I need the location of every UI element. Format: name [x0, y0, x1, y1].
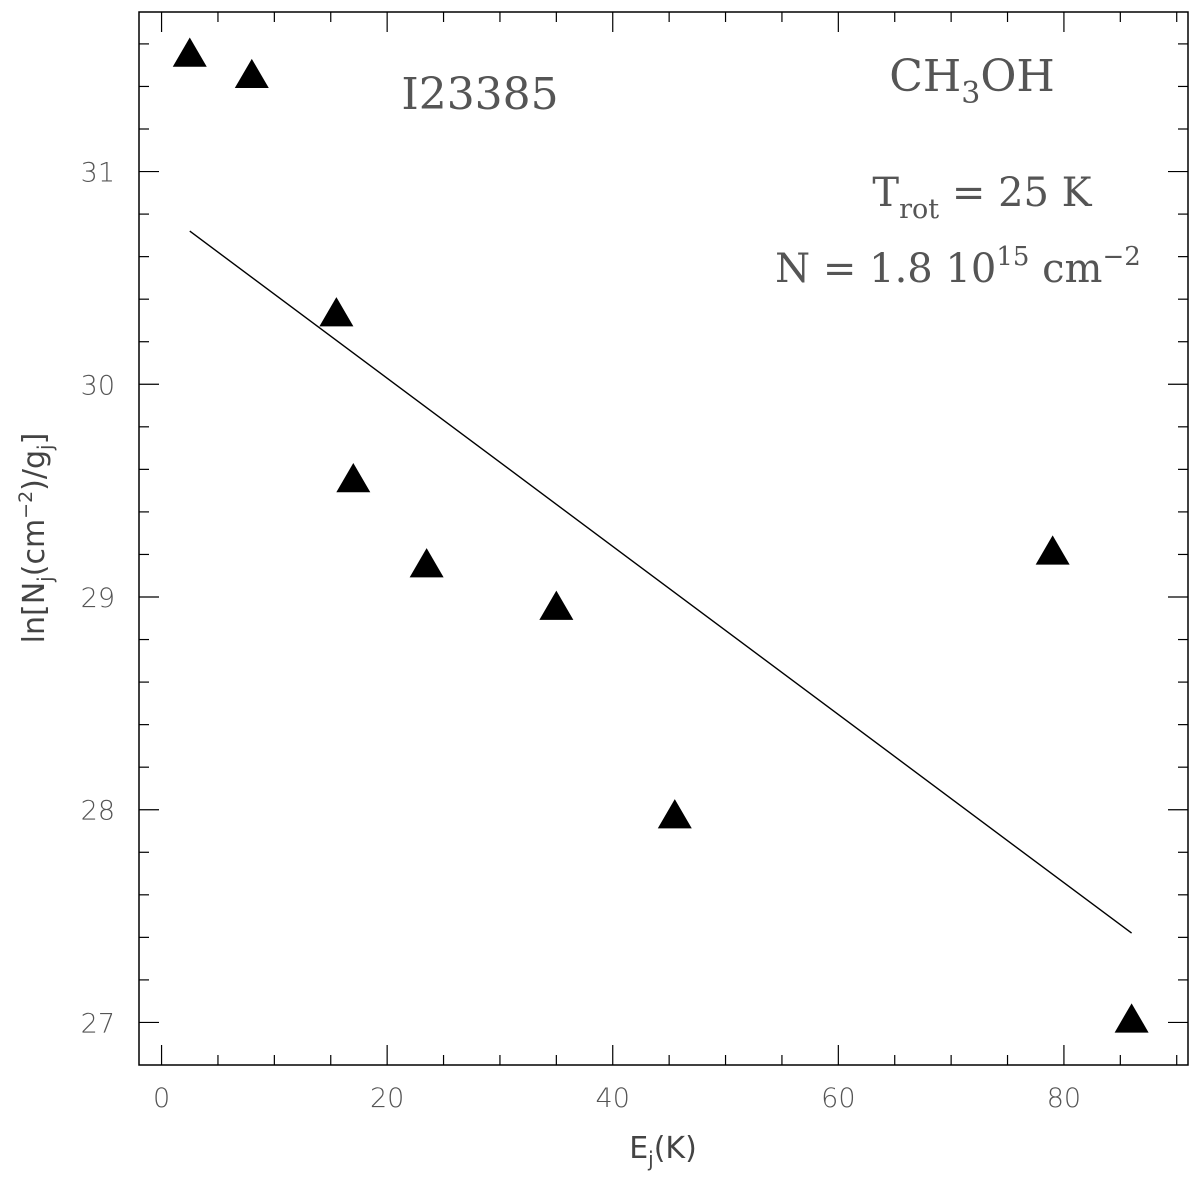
- x-tick-label: 20: [370, 1083, 404, 1114]
- data-point-triangle: [336, 463, 371, 493]
- source-name-label: I23385: [401, 69, 558, 120]
- x-tick-label: 0: [153, 1083, 170, 1114]
- y-tick-label: 29: [81, 583, 115, 614]
- y-tick-label: 28: [81, 796, 115, 827]
- y-tick-label: 31: [81, 158, 115, 189]
- y-axis-label: ln[Nj(cm−2)/gj]: [15, 433, 57, 644]
- y-tick-label: 30: [81, 370, 115, 401]
- column-density-label: N = 1.8 1015 cm−2: [775, 242, 1141, 292]
- data-point-triangle: [319, 297, 354, 327]
- fit-line: [189, 230, 1133, 934]
- data-point-triangle: [1035, 535, 1070, 565]
- data-point-triangle: [234, 58, 269, 89]
- x-tick-labels: 0 20 40 60 80: [153, 1083, 1081, 1114]
- data-point-triangle: [539, 590, 574, 620]
- data-point-triangle: [409, 548, 444, 578]
- x-tick-label: 40: [596, 1083, 630, 1114]
- molecule-label: CH3OH: [889, 51, 1055, 111]
- data-points: [172, 37, 1149, 1033]
- data-point-triangle: [1114, 1003, 1149, 1033]
- plot-frame: [138, 11, 1189, 1066]
- data-point-triangle: [172, 37, 207, 67]
- x-tick-label: 80: [1047, 1083, 1081, 1114]
- data-point-triangle: [657, 799, 692, 829]
- y-tick-label: 27: [81, 1008, 115, 1039]
- y-tick-labels: 27 28 29 30 31: [81, 158, 115, 1040]
- rotation-temperature-label: Trot = 25 K: [872, 170, 1092, 225]
- x-axis-label: Ej(K): [629, 1131, 697, 1171]
- fit-line-group: [189, 230, 1133, 934]
- x-tick-label: 60: [821, 1083, 855, 1114]
- axis-ticks: [139, 12, 1188, 1065]
